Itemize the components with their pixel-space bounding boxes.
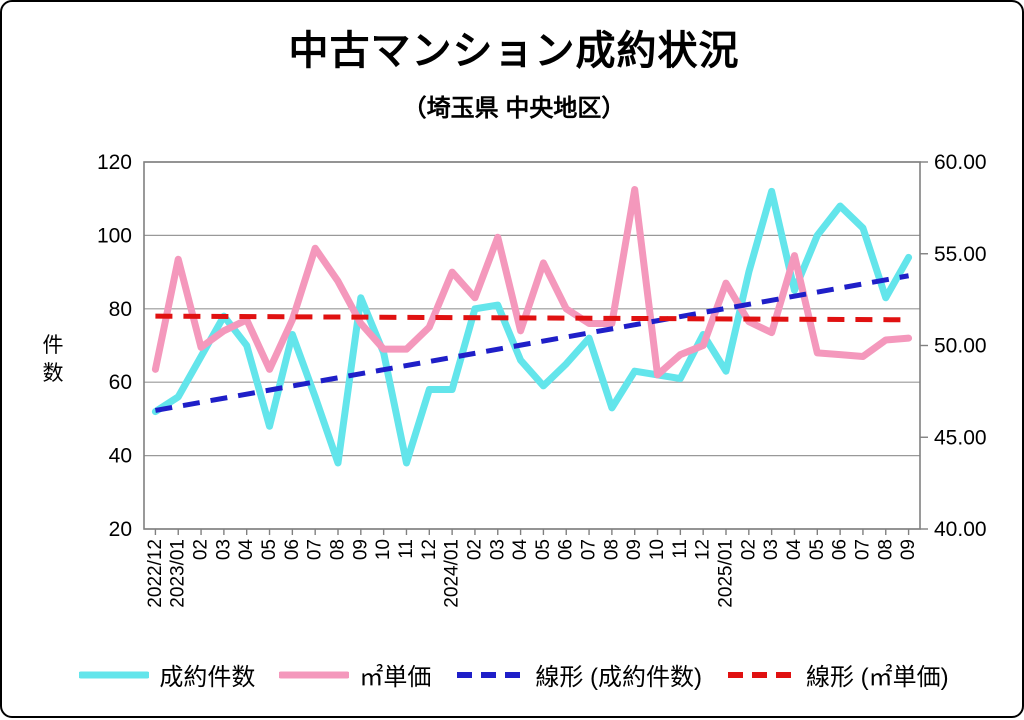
x-axis-label: 10 xyxy=(647,539,668,560)
legend-line-sample-trend-contracts xyxy=(457,671,524,678)
x-axis-label: 04 xyxy=(510,539,531,561)
x-axis-label: 08 xyxy=(601,539,622,560)
x-axis-label: 12 xyxy=(693,539,714,560)
x-axis-label: 05 xyxy=(259,539,280,560)
x-axis-label: 09 xyxy=(898,539,919,560)
left-axis-label: 60 xyxy=(109,371,132,394)
x-axis-label: 11 xyxy=(396,539,417,559)
right-axis-label: 55.00 xyxy=(934,243,987,266)
x-axis-label: 02 xyxy=(738,539,759,560)
x-axis-label: 2024/01 xyxy=(442,539,463,608)
legend-item-trend-contracts: 線形 (成約件数) xyxy=(455,657,702,692)
x-axis-label: 05 xyxy=(807,539,828,560)
x-axis-label: 2023/01 xyxy=(168,539,189,608)
legend-line-sample-contracts xyxy=(79,671,150,678)
x-axis-label: 02 xyxy=(191,539,212,560)
chart-legend: 成約件数 ㎡単価 線形 (成約件数) 線形 (㎡単価) xyxy=(2,657,1024,692)
chart-subtitle: （埼玉県 中央地区） xyxy=(402,95,626,122)
x-axis-label: 08 xyxy=(875,539,896,560)
left-axis-label: 100 xyxy=(97,224,132,247)
chart-title: 中古マンション成約状況 xyxy=(288,29,740,73)
x-axis-label: 10 xyxy=(373,539,394,560)
series-line-2 xyxy=(154,273,910,413)
left-axis-label: 120 xyxy=(97,151,132,174)
x-axis-label: 07 xyxy=(852,539,873,560)
series-line-1 xyxy=(151,186,913,379)
left-axis-title: 件数 xyxy=(42,334,64,386)
x-axis-label: 07 xyxy=(305,539,326,560)
series-line-0 xyxy=(151,187,913,467)
x-axis-label: 03 xyxy=(761,539,782,560)
right-axis-label: 40.00 xyxy=(934,518,987,541)
legend-item-contracts: 成約件数 xyxy=(79,657,255,692)
right-axis-label: 60.00 xyxy=(934,151,987,174)
x-axis-label: 06 xyxy=(282,539,303,560)
x-axis-label: 2025/01 xyxy=(716,539,737,608)
legend-line-sample-trend-unit-price xyxy=(728,671,794,678)
legend-label-contracts: 成約件数 xyxy=(159,664,256,691)
x-axis-label: 07 xyxy=(579,539,600,560)
x-axis-label: 11 xyxy=(670,539,691,559)
x-axis-label: 04 xyxy=(784,539,805,561)
x-axis-label: 2022/12 xyxy=(145,539,166,608)
left-axis-label: 80 xyxy=(109,298,132,321)
x-axis-label: 06 xyxy=(830,539,851,560)
series-line-3 xyxy=(155,313,909,323)
left-axis-label: 20 xyxy=(109,518,132,541)
legend-label-unit-price: ㎡単価 xyxy=(359,664,432,691)
left-axis-label: 40 xyxy=(109,445,132,468)
x-axis-label: 03 xyxy=(487,539,508,560)
x-axis-label: 09 xyxy=(350,539,371,560)
x-axis-label: 08 xyxy=(328,539,349,560)
right-axis-label: 45.00 xyxy=(934,426,987,449)
x-axis-label: 12 xyxy=(419,539,440,560)
x-axis-label: 03 xyxy=(213,539,234,560)
legend-item-trend-unit-price: 線形 (㎡単価) xyxy=(726,657,949,692)
right-axis-label: 50.00 xyxy=(934,335,987,358)
x-axis-label: 04 xyxy=(236,539,257,561)
x-axis-label: 05 xyxy=(533,539,554,560)
legend-line-sample-unit-price xyxy=(279,671,350,678)
x-axis-label: 06 xyxy=(556,539,577,560)
legend-label-trend-contracts: 線形 (成約件数) xyxy=(535,664,702,691)
legend-item-unit-price: ㎡単価 xyxy=(279,657,431,692)
x-axis-label: 09 xyxy=(624,539,645,560)
legend-label-trend-unit-price: 線形 (㎡単価) xyxy=(806,664,949,691)
x-axis-label: 02 xyxy=(464,539,485,560)
